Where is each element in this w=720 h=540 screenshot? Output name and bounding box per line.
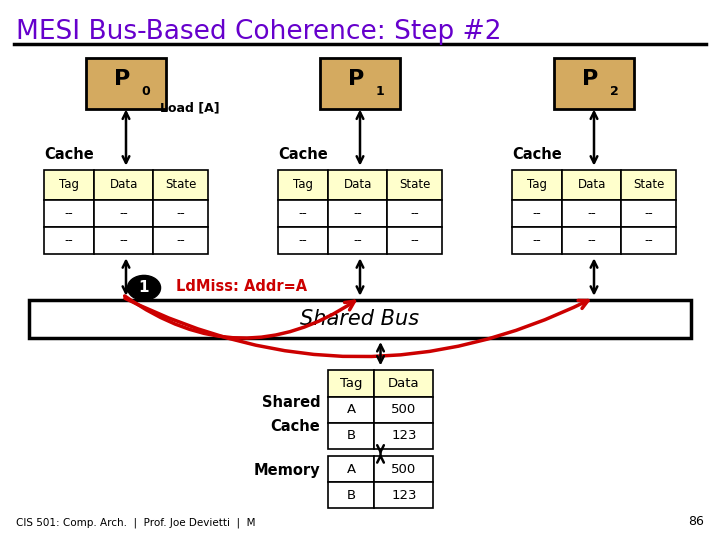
Text: 1: 1 — [139, 280, 149, 295]
Text: LdMiss: Addr=A: LdMiss: Addr=A — [176, 279, 307, 294]
FancyBboxPatch shape — [374, 482, 433, 508]
Text: --: -- — [533, 234, 541, 247]
Text: 123: 123 — [391, 429, 417, 442]
FancyBboxPatch shape — [278, 170, 328, 200]
FancyBboxPatch shape — [328, 482, 374, 508]
Text: Cache: Cache — [271, 419, 320, 434]
FancyBboxPatch shape — [328, 456, 374, 482]
FancyBboxPatch shape — [94, 170, 153, 200]
Text: --: -- — [410, 234, 419, 247]
FancyBboxPatch shape — [512, 170, 562, 200]
Text: --: -- — [299, 207, 307, 220]
Text: 500: 500 — [391, 403, 417, 416]
FancyBboxPatch shape — [621, 227, 676, 254]
Text: State: State — [399, 178, 431, 192]
Text: A: A — [346, 403, 356, 416]
Text: Tag: Tag — [340, 377, 362, 390]
Text: Load [A]: Load [A] — [160, 102, 220, 114]
Text: P: P — [114, 69, 130, 90]
Text: --: -- — [120, 234, 128, 247]
Text: --: -- — [299, 234, 307, 247]
Text: 500: 500 — [391, 463, 417, 476]
Text: B: B — [346, 489, 356, 502]
FancyBboxPatch shape — [387, 227, 442, 254]
Text: 123: 123 — [391, 489, 417, 502]
FancyBboxPatch shape — [153, 200, 208, 227]
FancyBboxPatch shape — [86, 58, 166, 109]
Text: 86: 86 — [688, 515, 704, 528]
FancyBboxPatch shape — [512, 227, 562, 254]
Text: 1: 1 — [376, 85, 384, 98]
Text: Cache: Cache — [44, 147, 94, 163]
Text: 2: 2 — [610, 85, 618, 98]
Text: --: -- — [410, 207, 419, 220]
Text: Tag: Tag — [527, 178, 547, 192]
Text: --: -- — [644, 207, 653, 220]
FancyBboxPatch shape — [387, 200, 442, 227]
Text: MESI Bus-Based Coherence: Step #2: MESI Bus-Based Coherence: Step #2 — [16, 19, 501, 45]
Text: B: B — [346, 429, 356, 442]
Text: --: -- — [588, 207, 596, 220]
Text: Shared Bus: Shared Bus — [300, 308, 420, 329]
Text: Data: Data — [577, 178, 606, 192]
FancyBboxPatch shape — [374, 456, 433, 482]
Text: Data: Data — [343, 178, 372, 192]
FancyBboxPatch shape — [44, 200, 94, 227]
Text: --: -- — [644, 234, 653, 247]
Text: Tag: Tag — [293, 178, 313, 192]
Text: CIS 501: Comp. Arch.  |  Prof. Joe Devietti  |  M: CIS 501: Comp. Arch. | Prof. Joe Deviett… — [16, 518, 256, 528]
Text: --: -- — [588, 234, 596, 247]
Text: --: -- — [120, 207, 128, 220]
Text: Data: Data — [388, 377, 420, 390]
Text: Data: Data — [109, 178, 138, 192]
Text: Cache: Cache — [512, 147, 562, 163]
Text: Memory: Memory — [253, 463, 320, 478]
FancyBboxPatch shape — [374, 423, 433, 449]
FancyBboxPatch shape — [562, 170, 621, 200]
FancyBboxPatch shape — [512, 200, 562, 227]
FancyBboxPatch shape — [621, 170, 676, 200]
Text: --: -- — [176, 234, 185, 247]
Text: A: A — [346, 463, 356, 476]
FancyBboxPatch shape — [328, 423, 374, 449]
Text: Cache: Cache — [278, 147, 328, 163]
FancyBboxPatch shape — [328, 200, 387, 227]
FancyBboxPatch shape — [320, 58, 400, 109]
FancyBboxPatch shape — [328, 170, 387, 200]
FancyBboxPatch shape — [554, 58, 634, 109]
FancyBboxPatch shape — [153, 227, 208, 254]
FancyBboxPatch shape — [621, 200, 676, 227]
Text: --: -- — [354, 234, 362, 247]
Text: Tag: Tag — [59, 178, 79, 192]
FancyBboxPatch shape — [328, 370, 374, 397]
Text: P: P — [582, 69, 598, 90]
Text: Shared: Shared — [262, 395, 320, 410]
FancyBboxPatch shape — [29, 300, 691, 338]
FancyBboxPatch shape — [328, 397, 374, 423]
Text: --: -- — [65, 207, 73, 220]
FancyBboxPatch shape — [153, 170, 208, 200]
FancyBboxPatch shape — [374, 397, 433, 423]
Text: --: -- — [533, 207, 541, 220]
Text: 0: 0 — [142, 85, 150, 98]
FancyBboxPatch shape — [387, 170, 442, 200]
FancyBboxPatch shape — [328, 227, 387, 254]
Text: --: -- — [354, 207, 362, 220]
FancyBboxPatch shape — [278, 227, 328, 254]
FancyBboxPatch shape — [374, 370, 433, 397]
FancyBboxPatch shape — [44, 227, 94, 254]
Text: --: -- — [65, 234, 73, 247]
Text: State: State — [633, 178, 665, 192]
Circle shape — [127, 275, 161, 300]
FancyBboxPatch shape — [562, 200, 621, 227]
FancyBboxPatch shape — [562, 227, 621, 254]
FancyBboxPatch shape — [278, 200, 328, 227]
FancyBboxPatch shape — [94, 200, 153, 227]
Text: P: P — [348, 69, 364, 90]
Text: --: -- — [176, 207, 185, 220]
FancyBboxPatch shape — [94, 227, 153, 254]
FancyBboxPatch shape — [44, 170, 94, 200]
Text: State: State — [165, 178, 197, 192]
